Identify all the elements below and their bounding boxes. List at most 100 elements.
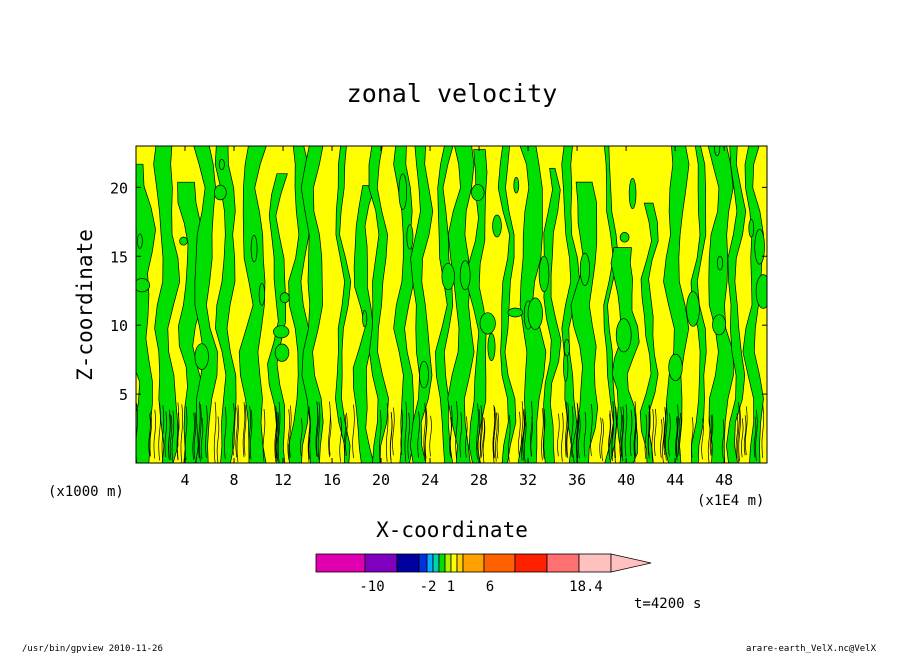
- negative-velocity-blob: [179, 236, 188, 246]
- turbulence-contour: [648, 404, 651, 459]
- turbulence-contour: [417, 411, 420, 458]
- time-label: t=4200 s: [634, 596, 701, 612]
- turbulence-contour: [675, 416, 679, 461]
- turbulence-contour: [679, 413, 682, 456]
- turbulence-contour: [477, 408, 481, 459]
- turbulence-contour: [328, 401, 331, 458]
- turbulence-contour: [450, 405, 453, 458]
- velocity-bands: [136, 146, 767, 463]
- turbulence-contour: [557, 413, 560, 457]
- colorbar-label: -10: [359, 579, 384, 595]
- negative-velocity-blob: [507, 307, 524, 318]
- turbulence-contour: [389, 411, 393, 460]
- turbulence-contour: [522, 408, 525, 461]
- turbulence-contour: [307, 406, 311, 463]
- turbulence-contour: [566, 403, 569, 459]
- colorbar-label: -2: [420, 579, 437, 595]
- turbulence-contour: [379, 410, 382, 463]
- negative-velocity-blob: [563, 339, 570, 357]
- negative-velocity-band: [214, 146, 237, 463]
- turbulence-contour: [424, 408, 428, 459]
- turbulence-contour: [199, 404, 202, 462]
- negative-velocity-blob: [527, 297, 543, 330]
- negative-velocity-blob: [686, 291, 700, 327]
- x-tick-label: 8: [230, 471, 239, 489]
- turbulence-contour: [153, 409, 156, 459]
- turbulence-contour: [614, 411, 617, 463]
- y-tick-label: 5: [119, 386, 128, 404]
- turbulence-contour: [317, 402, 321, 461]
- turbulence-contour: [385, 403, 389, 462]
- turbulence-contour: [232, 403, 235, 456]
- turbulence-contour: [743, 415, 747, 456]
- negative-velocity-blob: [279, 292, 290, 304]
- turbulence-contour: [216, 416, 220, 463]
- y-tick-label: 10: [110, 317, 128, 335]
- turbulence-contour: [530, 416, 533, 457]
- turbulence-contour: [601, 418, 604, 462]
- negative-velocity-blob: [273, 325, 290, 339]
- negative-velocity-blob: [754, 229, 765, 265]
- turbulence-contour: [168, 409, 171, 461]
- turbulence-contour: [465, 416, 468, 458]
- colorbar-segment: [396, 553, 420, 573]
- negative-velocity-blob: [668, 353, 683, 382]
- negative-velocity-band: [570, 181, 599, 463]
- turbulence-contour: [148, 413, 151, 456]
- negative-velocity-blob: [579, 252, 590, 286]
- negative-velocity-blob: [419, 360, 429, 389]
- negative-velocity-blob: [250, 235, 258, 263]
- x-tick-label: 44: [666, 471, 684, 489]
- turbulence-contour: [663, 407, 666, 456]
- turbulence-contour: [400, 409, 403, 456]
- turbulence-contour: [184, 406, 188, 461]
- turbulence-contour: [164, 411, 167, 457]
- negative-velocity-blob: [398, 173, 408, 210]
- y-tick-label: 20: [110, 179, 128, 197]
- x-tick-label: 4: [180, 471, 189, 489]
- turbulence-contour: [479, 405, 483, 459]
- turbulence-contour: [177, 412, 180, 460]
- negative-velocity-blob: [258, 283, 266, 306]
- turbulence-contour: [243, 404, 247, 456]
- turbulence-contour: [235, 407, 238, 458]
- colorbar-segment: [483, 553, 516, 573]
- turbulence-contour: [571, 406, 574, 458]
- turbulence-contour: [755, 409, 758, 461]
- turbulence-contour: [169, 414, 173, 461]
- colorbar-segment: [444, 553, 452, 573]
- negative-velocity-band: [707, 146, 734, 463]
- negative-velocity-blob: [538, 255, 550, 293]
- negative-velocity-blob: [274, 343, 290, 362]
- colorbar-segment: [462, 553, 485, 573]
- x-axis-label: X-coordinate: [376, 518, 528, 542]
- turbulence-contour: [352, 404, 355, 458]
- colorbar-segment: [438, 553, 446, 573]
- negative-velocity-band: [742, 146, 764, 463]
- turbulence-contour: [242, 402, 246, 458]
- turbulence-contour: [741, 418, 744, 458]
- negative-velocity-blob: [748, 219, 755, 238]
- negative-velocity-blob: [136, 278, 151, 293]
- turbulence-contour: [660, 419, 663, 458]
- turbulence-contour: [590, 403, 593, 456]
- negative-velocity-band: [663, 146, 690, 463]
- negative-velocity-blob: [513, 177, 520, 194]
- colorbar-labels: -10 -2 1 6 18.4: [359, 579, 603, 595]
- colorbar-segment: [432, 553, 440, 573]
- negative-velocity-band: [639, 202, 659, 463]
- negative-velocity-blob: [479, 312, 496, 335]
- turbulence-contour: [518, 411, 521, 458]
- turbulence-contour: [634, 413, 637, 457]
- negative-velocity-band: [352, 185, 376, 463]
- turbulence-contour: [276, 411, 280, 462]
- turbulence-contour: [404, 401, 408, 462]
- turbulence-contour: [508, 414, 511, 463]
- x-tick-label: 40: [617, 471, 635, 489]
- turbulence-contour: [480, 411, 483, 457]
- turbulence-contour: [316, 408, 319, 457]
- turbulence-contour: [315, 401, 318, 457]
- turbulence-contour: [407, 412, 410, 460]
- turbulence-contour: [633, 401, 637, 463]
